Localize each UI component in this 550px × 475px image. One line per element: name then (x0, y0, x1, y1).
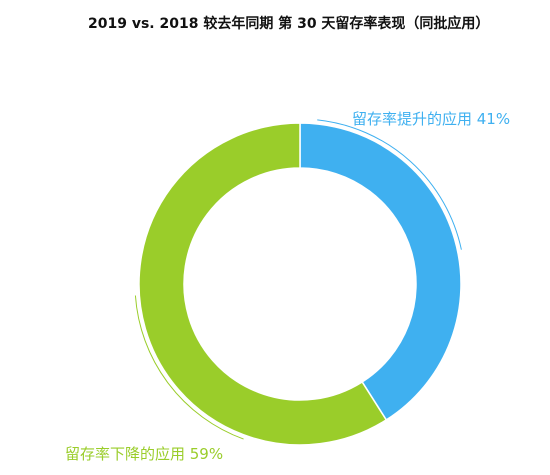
slice-0 (299, 122, 462, 421)
slice-callout-0 (317, 119, 462, 250)
slice-label-0: 留存率提升的应用 41% (352, 110, 510, 128)
slice-1 (138, 122, 388, 446)
slice-label-1: 留存率下降的应用 59% (65, 445, 223, 463)
slice-callout-1 (134, 295, 244, 440)
chart-title: 2019 vs. 2018 较去年同期 第 30 天留存率表现（同批应用） (88, 16, 490, 32)
